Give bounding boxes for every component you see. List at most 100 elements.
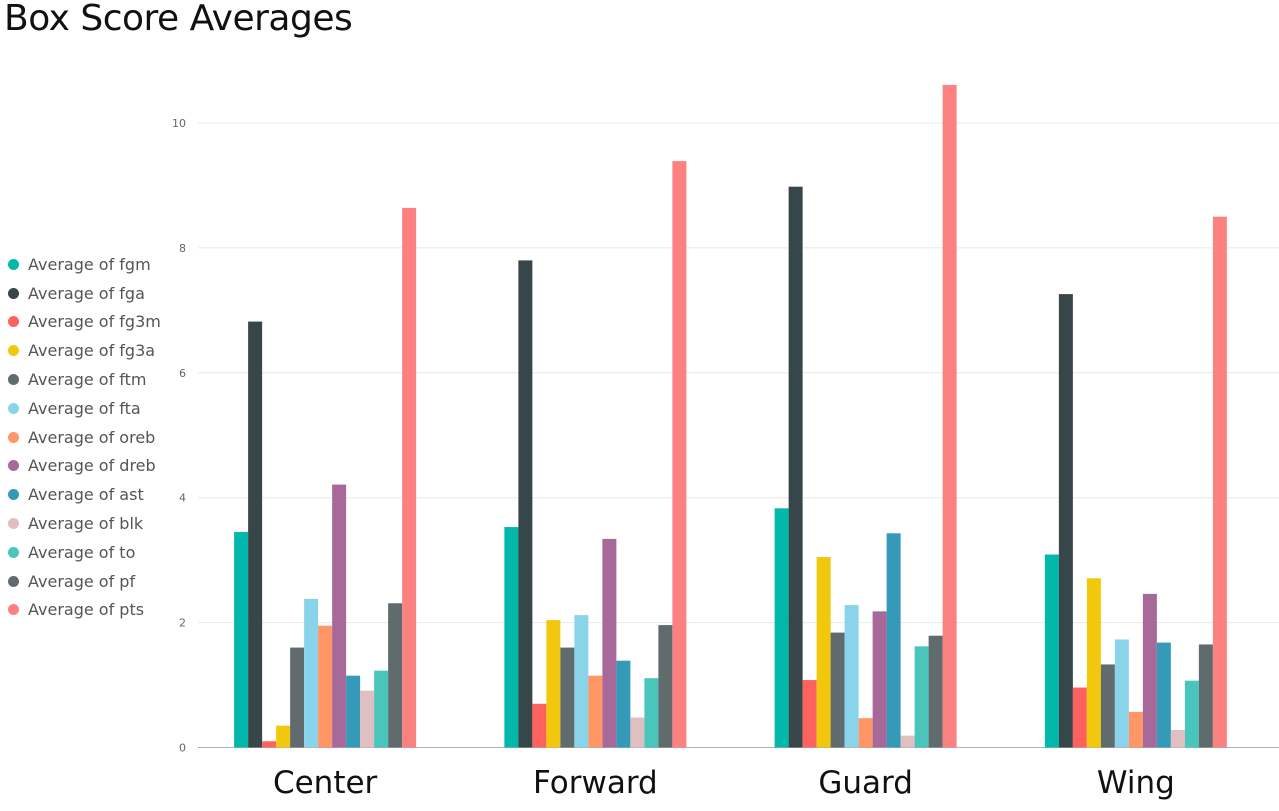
bar (802, 680, 817, 748)
bar (774, 508, 789, 748)
legend: Average of fgm Average of fga Average of f… (8, 250, 161, 624)
bar (360, 690, 375, 748)
bar (872, 611, 887, 748)
legend-label: Average of ast (28, 485, 144, 505)
legend-label: Average of oreb (28, 427, 156, 447)
legend-item[interactable]: Average of pf (8, 567, 161, 596)
y-tick-label: 6 (179, 367, 186, 380)
legend-item[interactable]: Average of fta (8, 394, 161, 423)
legend-item[interactable]: Average of fgm (8, 250, 161, 279)
bar (928, 635, 943, 748)
x-category-label: Guard (818, 765, 913, 801)
bar (532, 703, 547, 748)
bar (816, 557, 831, 748)
legend-swatch (8, 316, 19, 328)
bar (374, 670, 389, 748)
legend-label: Average of blk (28, 514, 144, 534)
bar (886, 533, 901, 748)
bar (546, 620, 561, 748)
bar (1114, 639, 1129, 748)
legend-label: Average of pf (28, 571, 136, 591)
legend-swatch (8, 374, 19, 386)
legend-item[interactable]: Average of pts (8, 596, 161, 625)
legend-item[interactable]: Average of fg3m (8, 308, 161, 337)
bar (1142, 593, 1157, 748)
bar (504, 527, 519, 748)
legend-swatch (8, 345, 19, 357)
bar (318, 625, 333, 748)
y-tick-label: 8 (179, 242, 186, 255)
bar (858, 718, 873, 748)
bar (402, 207, 417, 748)
y-tick-label: 4 (179, 492, 186, 505)
legend-swatch (8, 518, 19, 530)
bar (560, 647, 575, 748)
legend-item[interactable]: Average of dreb (8, 452, 161, 481)
bar (588, 675, 603, 748)
legend-item[interactable]: Average of blk (8, 509, 161, 538)
bar (1086, 578, 1101, 748)
legend-item[interactable]: Average of ftm (8, 365, 161, 394)
bar (788, 186, 803, 748)
y-tick-label: 0 (179, 742, 186, 755)
x-category-label: Forward (533, 765, 658, 801)
bar (1044, 554, 1059, 748)
bar (1212, 216, 1227, 748)
legend-item[interactable]: Average of to (8, 538, 161, 567)
bar (844, 605, 859, 748)
y-tick-label: 2 (179, 617, 186, 630)
bar (830, 632, 845, 748)
bar (1058, 294, 1073, 748)
bar (1184, 680, 1199, 748)
legend-item[interactable]: Average of ast (8, 480, 161, 509)
bar (602, 538, 617, 748)
bar (290, 647, 305, 748)
bar (388, 603, 403, 748)
bar (1128, 711, 1143, 748)
bar (1198, 644, 1213, 748)
x-category-label: Center (273, 765, 378, 801)
chart-title: Box Score Averages (4, 0, 353, 39)
bar (248, 321, 263, 748)
legend-swatch (8, 402, 19, 414)
bar (574, 615, 589, 748)
bar (304, 598, 319, 748)
legend-swatch (8, 431, 19, 443)
legend-label: Average of ftm (28, 370, 147, 390)
legend-swatch (8, 489, 19, 501)
legend-label: Average of fta (28, 398, 141, 418)
bar (658, 625, 673, 748)
legend-label: Average of pts (28, 600, 145, 620)
legend-label: Average of to (28, 542, 136, 562)
bar (672, 161, 687, 748)
bar (234, 532, 249, 748)
bar (262, 741, 277, 748)
bar (1072, 687, 1087, 748)
legend-item[interactable]: Average of oreb (8, 423, 161, 452)
legend-item[interactable]: Average of fga (8, 279, 161, 308)
bar (644, 678, 659, 748)
legend-swatch (8, 546, 19, 558)
bar (332, 484, 347, 748)
legend-swatch (8, 575, 19, 587)
legend-label: Average of fga (28, 283, 145, 303)
legend-swatch (8, 258, 19, 270)
legend-label: Average of fg3m (28, 312, 161, 332)
legend-swatch (8, 604, 19, 616)
bar (518, 260, 533, 748)
bar (1156, 642, 1171, 748)
legend-label: Average of fgm (28, 254, 151, 274)
y-tick-label: 10 (172, 117, 186, 130)
bar (346, 675, 361, 748)
legend-swatch (8, 287, 19, 299)
legend-label: Average of dreb (28, 456, 156, 476)
bar (630, 717, 645, 748)
legend-item[interactable]: Average of fg3a (8, 336, 161, 365)
bar (616, 660, 631, 748)
bar (276, 725, 291, 748)
legend-label: Average of fg3a (28, 341, 156, 361)
legend-swatch (8, 460, 19, 472)
bar (900, 735, 915, 748)
bar (1170, 730, 1185, 748)
